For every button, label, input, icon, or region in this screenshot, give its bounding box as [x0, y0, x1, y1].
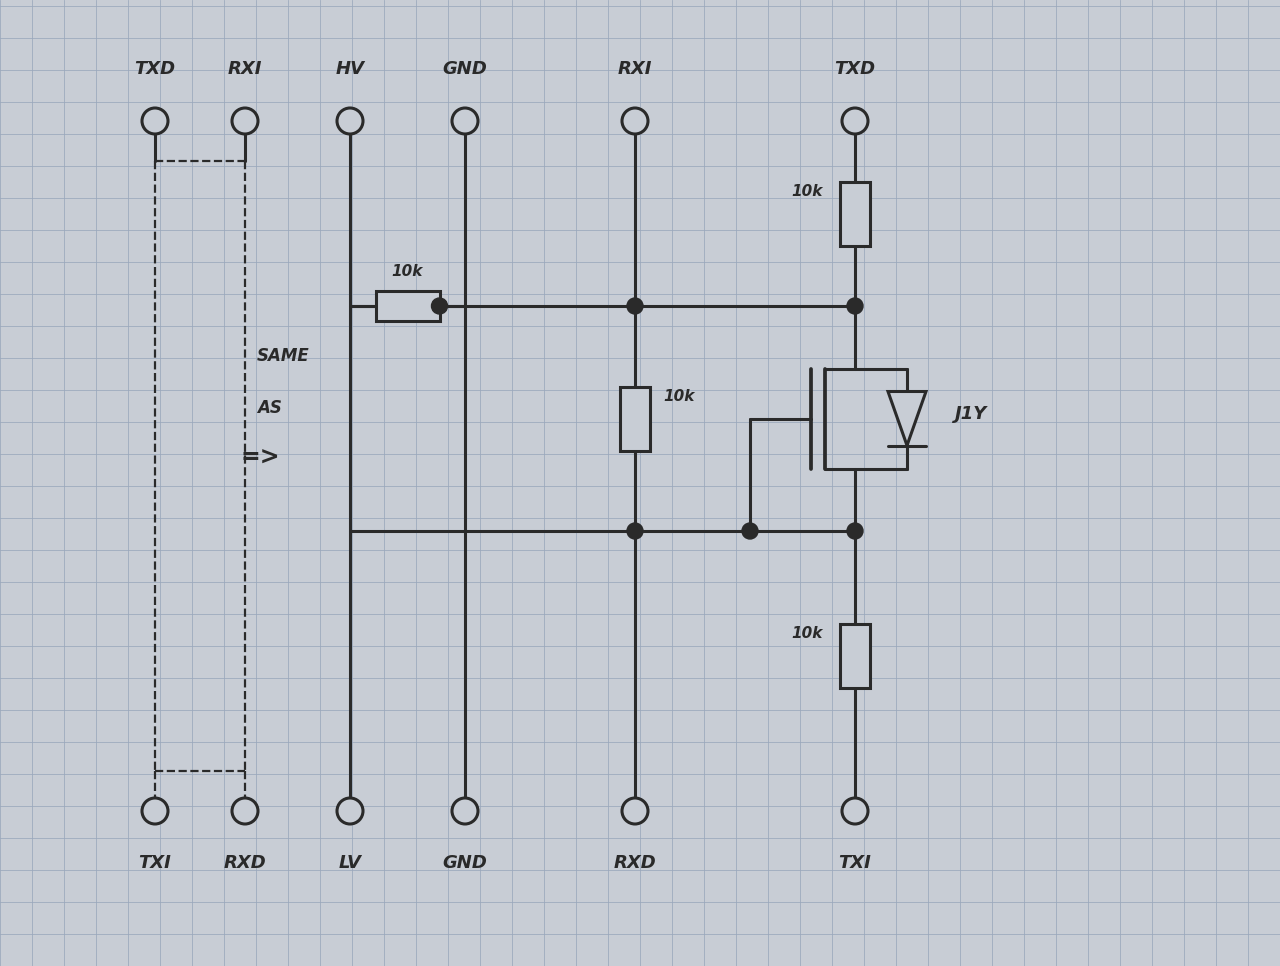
- Circle shape: [622, 108, 648, 134]
- Bar: [840, 182, 870, 245]
- Text: 10k: 10k: [791, 184, 823, 199]
- Circle shape: [142, 798, 168, 824]
- Circle shape: [842, 108, 868, 134]
- Text: GND: GND: [443, 854, 488, 872]
- Polygon shape: [888, 391, 925, 445]
- Circle shape: [431, 298, 448, 314]
- Text: 10k: 10k: [663, 389, 694, 404]
- Circle shape: [742, 523, 758, 539]
- Text: AS: AS: [257, 399, 282, 417]
- Text: HV: HV: [335, 60, 365, 78]
- Text: TXI: TXI: [138, 854, 172, 872]
- Circle shape: [452, 108, 477, 134]
- Text: TXD: TXD: [835, 60, 876, 78]
- Text: LV: LV: [339, 854, 361, 872]
- Text: TXD: TXD: [134, 60, 175, 78]
- Text: RXI: RXI: [618, 60, 653, 78]
- Text: RXD: RXD: [613, 854, 657, 872]
- Text: TXI: TXI: [838, 854, 872, 872]
- Circle shape: [622, 798, 648, 824]
- Bar: [840, 624, 870, 688]
- Circle shape: [842, 798, 868, 824]
- Text: =>: =>: [241, 446, 279, 470]
- Circle shape: [627, 298, 643, 314]
- Circle shape: [232, 798, 259, 824]
- Text: 10k: 10k: [392, 264, 424, 278]
- Text: SAME: SAME: [257, 347, 310, 365]
- Text: J1Y: J1Y: [955, 405, 987, 422]
- Circle shape: [452, 798, 477, 824]
- Text: 10k: 10k: [791, 627, 823, 641]
- Bar: [375, 291, 439, 321]
- Circle shape: [337, 108, 364, 134]
- Circle shape: [142, 108, 168, 134]
- Text: RXD: RXD: [224, 854, 266, 872]
- Circle shape: [627, 523, 643, 539]
- Text: GND: GND: [443, 60, 488, 78]
- Circle shape: [847, 298, 863, 314]
- Bar: [620, 386, 650, 450]
- Circle shape: [337, 798, 364, 824]
- Text: RXI: RXI: [228, 60, 262, 78]
- Circle shape: [232, 108, 259, 134]
- Circle shape: [847, 523, 863, 539]
